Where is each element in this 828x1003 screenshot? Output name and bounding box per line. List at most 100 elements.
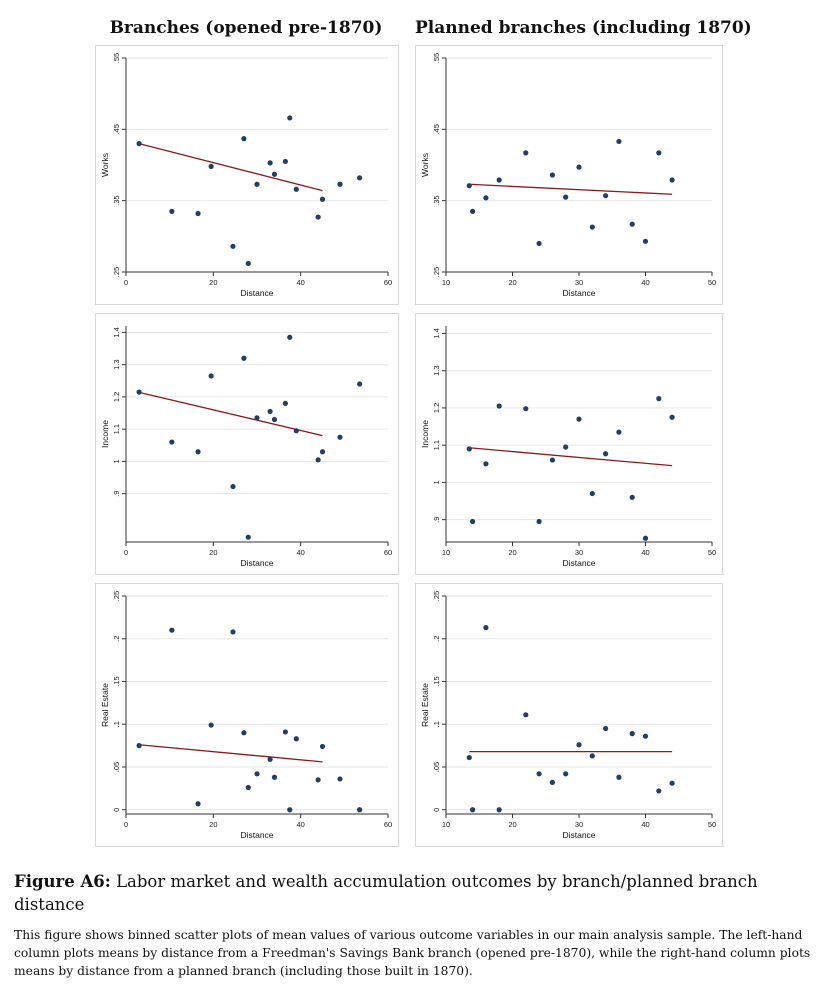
caption-body: This figure shows binned scatter plots o… bbox=[14, 928, 811, 978]
data-point bbox=[319, 743, 326, 750]
x-tick-label: 40 bbox=[641, 820, 649, 829]
x-tick-label: 10 bbox=[442, 278, 450, 287]
data-point bbox=[536, 518, 542, 525]
realestate-pre1870-panel: 0 .05 .1 .15 .2 .25 0 20 40 60 Distance Real Estate bbox=[95, 583, 399, 847]
realestate-pre1870-svg: 0 .05 .1 .15 .2 .25 0 20 40 60 Distance Real Estate bbox=[100, 591, 392, 840]
y-tick-label: .2 bbox=[432, 636, 441, 642]
x-axis-label: Distance bbox=[240, 288, 273, 298]
data-point bbox=[254, 181, 260, 187]
data-point bbox=[563, 771, 569, 777]
data-point bbox=[523, 712, 529, 718]
y-tick-label: 1.3 bbox=[432, 365, 441, 375]
income-pre1870-panel: .9 1 1.1 1.2 1.3 1.4 0 20 40 60 Distance Income bbox=[95, 313, 399, 575]
data-point bbox=[642, 238, 649, 244]
data-point bbox=[315, 777, 321, 783]
y-tick-label: 1.4 bbox=[112, 327, 121, 337]
left-column-title: Branches (opened pre-1870) bbox=[109, 18, 383, 38]
data-point bbox=[603, 193, 609, 199]
x-tick-label: 20 bbox=[209, 278, 217, 287]
x-tick-label: 20 bbox=[508, 278, 516, 287]
data-point bbox=[523, 150, 529, 156]
figure-caption: Figure A6: Labor market and wealth accum… bbox=[14, 870, 814, 980]
x-tick-label: 0 bbox=[124, 278, 128, 287]
data-point bbox=[589, 753, 595, 759]
data-point bbox=[136, 389, 142, 395]
data-point bbox=[208, 373, 214, 379]
data-point bbox=[241, 730, 247, 736]
caption-title: Labor market and wealth accumulation out… bbox=[14, 872, 758, 914]
data-point bbox=[642, 535, 649, 541]
data-point bbox=[470, 518, 476, 525]
y-tick-label: .1 bbox=[112, 721, 121, 727]
data-point bbox=[293, 736, 299, 742]
data-point bbox=[254, 771, 260, 777]
data-point bbox=[337, 434, 343, 440]
data-point bbox=[254, 415, 260, 421]
y-tick-label: 1 bbox=[112, 459, 121, 463]
data-point bbox=[271, 171, 278, 177]
data-point bbox=[629, 221, 635, 227]
data-point bbox=[629, 731, 635, 737]
income-planned-svg: .9 1 1.1 1.2 1.3 1.4 10 20 30 40 50 Distance Income bbox=[420, 326, 716, 568]
y-tick-label: 1.2 bbox=[112, 392, 121, 402]
data-point bbox=[496, 807, 502, 813]
x-axis-label: Distance bbox=[240, 558, 273, 568]
caption-heading: Figure A6: Labor market and wealth accum… bbox=[14, 870, 814, 916]
data-point bbox=[466, 446, 472, 452]
y-tick-label: .2 bbox=[112, 636, 121, 642]
y-tick-label: .1 bbox=[432, 721, 441, 727]
y-tick-label: .25 bbox=[112, 267, 121, 277]
x-tick-label: 30 bbox=[575, 278, 583, 287]
data-point bbox=[549, 172, 555, 178]
data-point bbox=[241, 355, 247, 361]
y-tick-label: .9 bbox=[432, 517, 441, 523]
y-tick-label: 1.4 bbox=[432, 328, 441, 338]
data-point bbox=[319, 196, 326, 202]
y-axis-label: Real Estate bbox=[420, 683, 430, 727]
y-tick-label: 1.1 bbox=[432, 440, 441, 450]
y-axis-label: Income bbox=[100, 420, 110, 448]
data-point bbox=[536, 771, 542, 777]
data-point bbox=[616, 774, 622, 780]
data-point bbox=[576, 742, 582, 748]
data-point bbox=[230, 243, 236, 249]
x-tick-label: 50 bbox=[708, 278, 716, 287]
data-point bbox=[357, 807, 363, 813]
data-point bbox=[656, 396, 662, 402]
data-point bbox=[230, 483, 236, 490]
x-tick-label: 10 bbox=[442, 548, 450, 557]
realestate-planned-svg: 0 .05 .1 .15 .2 .25 10 20 30 40 50 Distance Real Est… bbox=[420, 591, 716, 840]
data-point bbox=[282, 729, 288, 735]
x-tick-label: 50 bbox=[708, 548, 716, 557]
data-point bbox=[136, 743, 142, 749]
data-point bbox=[337, 776, 343, 782]
y-axis-label: Real Estate bbox=[100, 683, 110, 727]
x-tick-label: 60 bbox=[384, 548, 392, 557]
right-column-title: Planned branches (including 1870) bbox=[415, 18, 752, 38]
y-tick-label: .25 bbox=[432, 267, 441, 277]
data-point bbox=[496, 403, 502, 409]
realestate-planned-panel: 0 .05 .1 .15 .2 .25 10 20 30 40 50 Distance Real Est… bbox=[415, 583, 723, 847]
data-point bbox=[470, 807, 476, 813]
y-tick-label: .25 bbox=[112, 591, 121, 601]
data-point bbox=[523, 406, 529, 412]
data-point bbox=[287, 334, 293, 340]
x-axis-label: Distance bbox=[562, 558, 595, 568]
data-point bbox=[669, 177, 675, 183]
data-point bbox=[357, 381, 363, 387]
y-tick-label: .05 bbox=[432, 762, 441, 772]
data-point bbox=[466, 754, 472, 761]
x-tick-label: 30 bbox=[575, 548, 583, 557]
data-point bbox=[656, 788, 662, 794]
x-tick-label: 40 bbox=[296, 278, 304, 287]
data-point bbox=[245, 784, 251, 791]
data-point bbox=[483, 461, 489, 467]
data-point bbox=[629, 494, 635, 500]
y-tick-label: .55 bbox=[432, 53, 441, 63]
data-point bbox=[169, 439, 175, 445]
y-axis-label: Works bbox=[100, 153, 110, 177]
data-point bbox=[337, 181, 343, 187]
y-tick-label: 0 bbox=[432, 808, 441, 812]
x-axis-label: Distance bbox=[562, 830, 595, 840]
x-tick-label: 40 bbox=[296, 548, 304, 557]
